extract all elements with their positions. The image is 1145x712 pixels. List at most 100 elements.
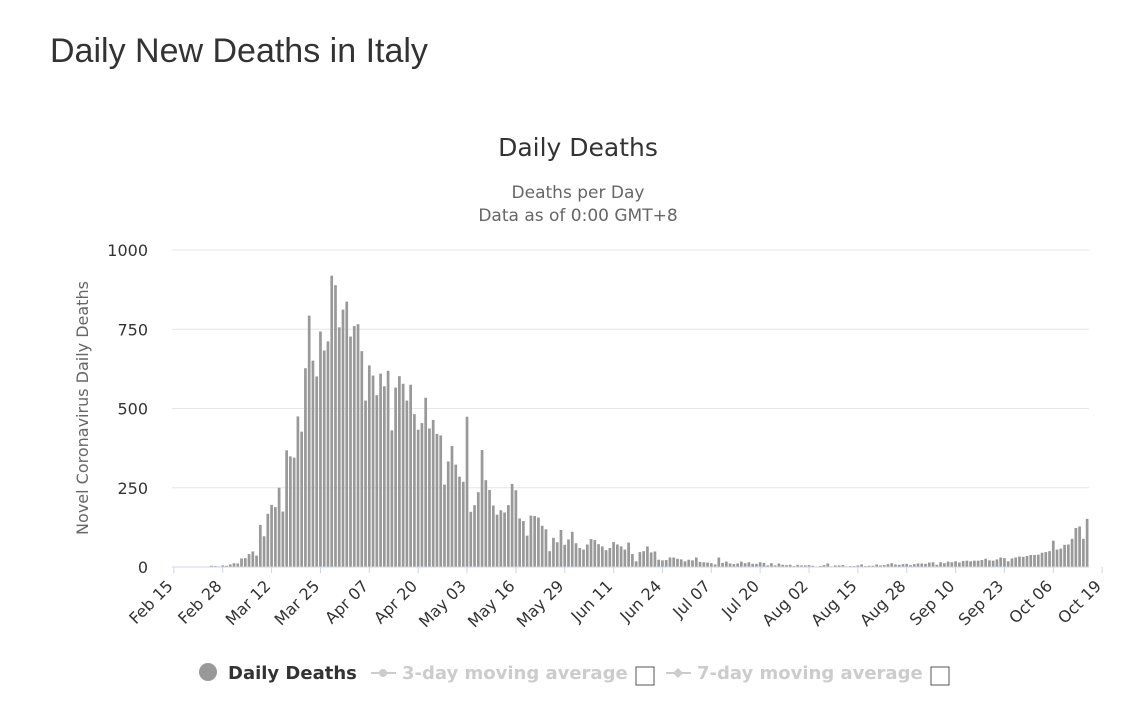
bar[interactable] <box>999 557 1002 567</box>
bar[interactable] <box>417 430 420 567</box>
bar[interactable] <box>248 554 251 567</box>
bar[interactable] <box>620 546 623 567</box>
bar[interactable] <box>624 550 627 567</box>
bar[interactable] <box>304 368 307 567</box>
bar[interactable] <box>503 512 506 567</box>
bar[interactable] <box>458 477 461 567</box>
bar[interactable] <box>484 480 487 567</box>
bar[interactable] <box>616 544 619 567</box>
bar[interactable] <box>684 561 687 567</box>
bar[interactable] <box>729 564 732 567</box>
bar[interactable] <box>917 564 920 567</box>
bar[interactable] <box>451 446 454 567</box>
bar[interactable] <box>436 434 439 567</box>
bar[interactable] <box>612 542 615 567</box>
bar[interactable] <box>413 414 416 567</box>
bar[interactable] <box>1041 553 1044 567</box>
bar[interactable] <box>763 563 766 567</box>
bar[interactable] <box>639 552 642 567</box>
bar[interactable] <box>702 562 705 567</box>
bar[interactable] <box>721 563 724 567</box>
bar[interactable] <box>541 526 544 567</box>
bar[interactable] <box>725 562 728 567</box>
bar[interactable] <box>661 560 664 567</box>
bar[interactable] <box>552 538 555 567</box>
bar[interactable] <box>950 562 953 567</box>
bar[interactable] <box>654 551 657 567</box>
bar[interactable] <box>958 563 961 567</box>
bar[interactable] <box>672 557 675 567</box>
bar[interactable] <box>699 562 702 567</box>
bar[interactable] <box>1074 528 1077 567</box>
bar[interactable] <box>736 564 739 567</box>
bar[interactable] <box>992 561 995 567</box>
bar[interactable] <box>1078 526 1081 567</box>
bar[interactable] <box>567 539 570 567</box>
bar[interactable] <box>928 563 931 567</box>
bar[interactable] <box>266 514 269 567</box>
bar[interactable] <box>1026 556 1029 567</box>
bar[interactable] <box>270 505 273 567</box>
bar[interactable] <box>334 285 337 567</box>
bar[interactable] <box>387 371 390 567</box>
bar[interactable] <box>315 376 318 567</box>
bar[interactable] <box>556 542 559 567</box>
bar[interactable] <box>635 561 638 567</box>
bar[interactable] <box>383 386 386 567</box>
bar[interactable] <box>605 550 608 567</box>
bar[interactable] <box>255 556 258 567</box>
bar[interactable] <box>454 465 457 567</box>
bar[interactable] <box>1018 557 1021 567</box>
bar[interactable] <box>432 420 435 567</box>
bar[interactable] <box>954 561 957 567</box>
bar[interactable] <box>428 428 431 567</box>
legend-checkbox-7day[interactable] <box>931 667 949 685</box>
bar[interactable] <box>259 525 262 567</box>
bar[interactable] <box>330 276 333 567</box>
bar[interactable] <box>1086 519 1089 567</box>
bar[interactable] <box>988 560 991 567</box>
bar[interactable] <box>349 337 352 567</box>
bar[interactable] <box>327 341 330 567</box>
bar[interactable] <box>424 398 427 567</box>
bar[interactable] <box>759 562 762 567</box>
bar[interactable] <box>447 461 450 567</box>
bar[interactable] <box>353 326 356 567</box>
bar[interactable] <box>563 545 566 567</box>
bar[interactable] <box>492 506 495 568</box>
bar[interactable] <box>1048 551 1051 567</box>
bar[interactable] <box>687 560 690 567</box>
bar[interactable] <box>981 560 984 567</box>
bar[interactable] <box>481 450 484 567</box>
bar[interactable] <box>530 516 533 567</box>
bar[interactable] <box>740 562 743 567</box>
bar[interactable] <box>300 432 303 567</box>
bar[interactable] <box>969 561 972 567</box>
bar[interactable] <box>593 540 596 567</box>
bar[interactable] <box>278 488 281 567</box>
bar[interactable] <box>977 561 980 567</box>
bar[interactable] <box>826 564 829 567</box>
legend-checkbox-3day[interactable] <box>636 667 654 685</box>
bar[interactable] <box>233 563 236 567</box>
bar[interactable] <box>748 562 751 567</box>
bar[interactable] <box>1037 555 1040 567</box>
bar[interactable] <box>582 550 585 567</box>
bar[interactable] <box>1059 549 1062 567</box>
legend-item-7day[interactable]: 7-day moving average <box>666 663 923 684</box>
bar[interactable] <box>590 539 593 567</box>
bar[interactable] <box>289 456 292 567</box>
bar[interactable] <box>890 563 893 567</box>
bar[interactable] <box>680 559 683 567</box>
bar[interactable] <box>398 376 401 567</box>
bar[interactable] <box>1022 557 1025 567</box>
bar[interactable] <box>402 384 405 567</box>
bar[interactable] <box>548 551 551 567</box>
bar[interactable] <box>375 395 378 567</box>
bar[interactable] <box>744 563 747 567</box>
bar[interactable] <box>537 518 540 567</box>
bar[interactable] <box>627 543 630 567</box>
bar[interactable] <box>947 562 950 567</box>
bar[interactable] <box>984 559 987 567</box>
bar[interactable] <box>962 561 965 567</box>
